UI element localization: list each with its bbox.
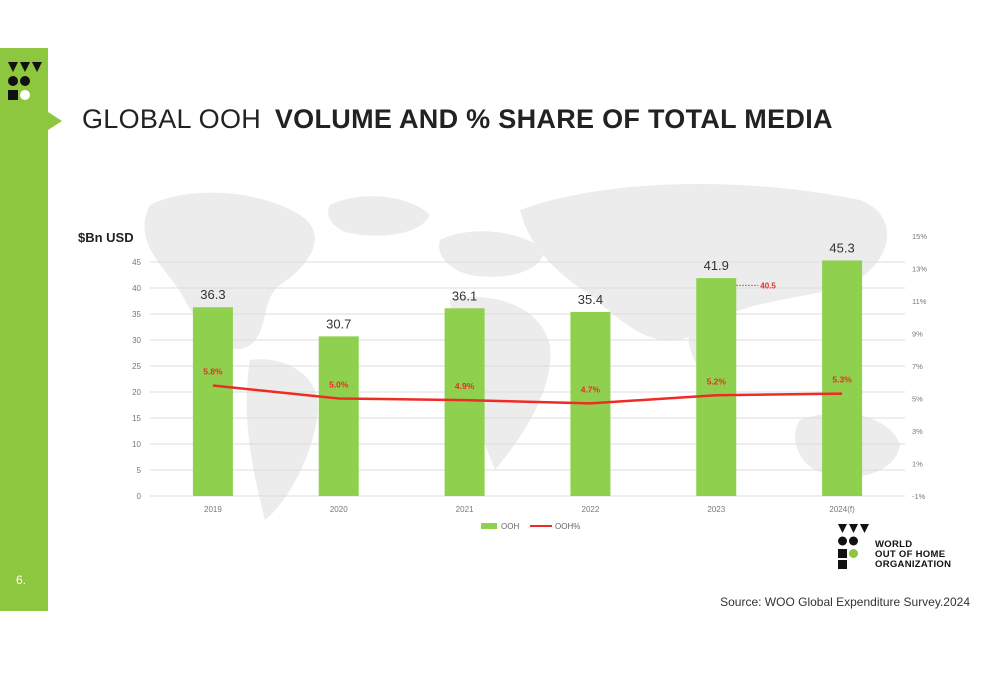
bar-2019 xyxy=(192,307,233,496)
x-tick-label: 2023 xyxy=(707,505,725,514)
x-tick-label: 2022 xyxy=(582,505,600,514)
page-number: 6. xyxy=(16,573,27,587)
x-tick-label: 2024(f) xyxy=(829,505,855,514)
source-note: Source: WOO Global Expenditure Survey.20… xyxy=(720,595,970,609)
y-axis-left: 0 5 10 15 20 25 30 35 40 45 xyxy=(132,258,141,501)
y2-tick-label: 1% xyxy=(912,460,923,469)
bar-value-label: 35.4 xyxy=(578,292,603,307)
bar-value-label: 30.7 xyxy=(326,316,351,331)
bar-2020 xyxy=(318,336,359,496)
chart-legend: OOH OOH% xyxy=(481,522,580,531)
org-name: WORLD OUT OF HOME ORGANIZATION xyxy=(875,540,951,570)
y-tick-label: 15 xyxy=(132,414,141,423)
y-tick-label: 30 xyxy=(132,336,141,345)
annotation-label: 40.5 xyxy=(760,281,776,290)
y2-tick-label: 7% xyxy=(912,362,923,371)
title-arrow-icon xyxy=(48,112,62,130)
line-value-label: 5.2% xyxy=(707,376,727,386)
bar-2024(f) xyxy=(822,260,863,496)
y-tick-label: 20 xyxy=(132,388,141,397)
legend-label-ooh: OOH xyxy=(501,522,519,531)
ooh-pct-line xyxy=(212,384,843,405)
bar-2023 xyxy=(696,278,737,496)
y-axis-right: -1% 1% 3% 5% 7% 9% 11% 13% 15% xyxy=(912,232,927,501)
line-series-ooh-pct: 5.8% 5.0% 4.9% 4.7% 5.2% 5.3% xyxy=(203,367,852,405)
y-tick-label: 35 xyxy=(132,310,141,319)
accent-sidebar xyxy=(0,48,48,611)
line-value-label: 5.8% xyxy=(203,367,223,377)
bar-value-label: 36.3 xyxy=(200,287,225,302)
y2-tick-label: 11% xyxy=(912,297,927,306)
line-value-label: 4.7% xyxy=(581,384,601,394)
bar-series-ooh: 36.3 30.7 36.1 35.4 41.9 45.3 40.5 xyxy=(192,240,863,496)
legend-swatch-ooh xyxy=(481,523,497,529)
org-name-line-3: ORGANIZATION xyxy=(875,559,952,570)
line-value-label: 4.9% xyxy=(455,381,475,391)
title-bold: VOLUME AND % SHARE OF TOTAL MEDIA xyxy=(274,104,833,134)
y-tick-label: 25 xyxy=(132,362,141,371)
woo-logo-bottom-icon xyxy=(838,524,869,569)
x-axis: 2019 2020 2021 2022 2023 2024(f) xyxy=(204,505,855,514)
y-tick-label: 10 xyxy=(132,440,141,449)
y2-tick-label: 15% xyxy=(912,232,927,241)
x-tick-label: 2020 xyxy=(330,505,348,514)
y2-tick-label: 9% xyxy=(912,330,923,339)
org-name-line-1: WORLD xyxy=(875,539,913,550)
x-tick-label: 2021 xyxy=(456,505,474,514)
org-name-line-2: OUT OF HOME xyxy=(875,549,946,560)
y-axis-unit-label: $Bn USD xyxy=(78,230,134,245)
bar-value-label: 36.1 xyxy=(452,288,477,303)
y2-tick-label: 5% xyxy=(912,395,923,404)
woo-logo-icon xyxy=(8,62,42,100)
y-tick-label: 5 xyxy=(137,466,142,475)
y-tick-label: 45 xyxy=(132,258,141,267)
y-tick-label: 40 xyxy=(132,284,141,293)
bar-value-label: 41.9 xyxy=(704,258,729,273)
y2-tick-label: 13% xyxy=(912,265,927,274)
y-tick-label: 0 xyxy=(137,492,142,501)
line-value-label: 5.3% xyxy=(832,375,852,385)
y2-tick-label: -1% xyxy=(912,492,926,501)
bar-2021 xyxy=(444,308,485,496)
title-light: GLOBAL OOH xyxy=(82,104,262,134)
y2-tick-label: 3% xyxy=(912,427,923,436)
line-value-label: 5.0% xyxy=(329,380,349,390)
page-title: GLOBAL OOH VOLUME AND % SHARE OF TOTAL M… xyxy=(82,104,833,135)
legend-label-ooh-pct: OOH% xyxy=(555,522,580,531)
bar-value-label: 45.3 xyxy=(829,240,854,255)
x-tick-label: 2019 xyxy=(204,505,222,514)
